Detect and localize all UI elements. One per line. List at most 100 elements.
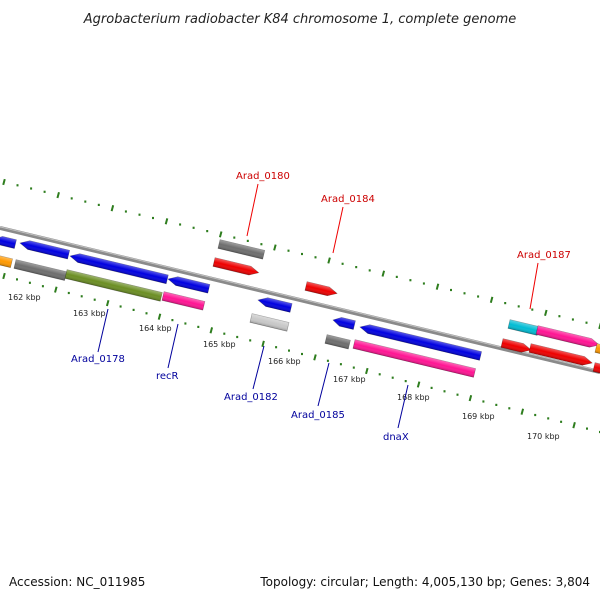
- scale-dot: [233, 236, 236, 239]
- scale-dot: [288, 349, 290, 352]
- scale-major-tick: [105, 299, 110, 307]
- scale-dot: [152, 216, 154, 220]
- gene-gray-a[interactable]: [13, 259, 67, 281]
- scale-dot: [80, 295, 83, 298]
- scale-major-tick: [56, 191, 60, 199]
- scale-dot: [70, 197, 73, 200]
- gene-dnax-pink[interactable]: [352, 339, 476, 378]
- scale-major-tick: [157, 313, 162, 320]
- scale-major-tick: [54, 286, 58, 293]
- gene-pink-right[interactable]: [535, 325, 600, 350]
- scale-dot: [430, 386, 433, 389]
- svg-text:Arad_0182: Arad_0182: [224, 392, 278, 403]
- scale-dot: [138, 213, 141, 216]
- tick-label: 163 kbp: [73, 309, 106, 318]
- scale-major-tick: [2, 178, 6, 186]
- scale-dot: [179, 223, 182, 226]
- upper-scale-line: [2, 178, 600, 330]
- gene-blue-b[interactable]: [167, 275, 211, 294]
- scale-dot: [482, 400, 485, 403]
- tick-label: 169 kbp: [462, 412, 495, 421]
- scale-dot: [443, 390, 446, 393]
- gene-label-arad-0180[interactable]: Arad_0180: [236, 171, 290, 237]
- scale-dot: [456, 393, 459, 396]
- svg-text:Arad_0184: Arad_0184: [321, 194, 375, 205]
- scale-dot: [508, 407, 511, 410]
- scale-dot: [28, 281, 31, 284]
- gene-red-c[interactable]: [500, 338, 532, 355]
- scale-dot: [368, 269, 371, 272]
- gene-blue-d[interactable]: [332, 316, 356, 330]
- scale-dot: [84, 200, 87, 203]
- scale-major-tick: [520, 408, 525, 415]
- scale-major-tick: [261, 340, 265, 347]
- gene-label-dnax[interactable]: dnaX: [383, 384, 409, 443]
- svg-text:recR: recR: [156, 371, 179, 382]
- gene-blue-left-edge[interactable]: [0, 235, 17, 249]
- scale-dot: [352, 366, 355, 369]
- gene-orange-left[interactable]: [0, 254, 13, 268]
- scale-dot: [275, 346, 278, 349]
- scale-major-tick: [218, 231, 223, 238]
- scale-dot: [301, 252, 303, 256]
- scale-dot: [547, 417, 550, 420]
- scale-dot: [395, 275, 398, 278]
- scale-dot: [463, 292, 466, 295]
- scale-major-tick: [598, 322, 600, 330]
- scale-dot: [477, 295, 480, 298]
- gene-cyan[interactable]: [507, 319, 540, 336]
- chromosome-backbone: [0, 226, 600, 374]
- gene-label-arad-0187[interactable]: Arad_0187: [517, 250, 571, 310]
- scale-dot: [409, 279, 412, 282]
- svg-text:Arad_0187: Arad_0187: [517, 250, 571, 261]
- gene-blue-dnax[interactable]: [359, 323, 482, 361]
- accession-text: Accession: NC_011985: [9, 575, 145, 589]
- gene-red-a[interactable]: [212, 257, 260, 277]
- gene-blue-c[interactable]: [257, 296, 293, 313]
- gene-label-arad-0185[interactable]: Arad_0185: [291, 362, 345, 421]
- gene-red-d[interactable]: [528, 343, 593, 368]
- scale-major-tick: [435, 283, 440, 290]
- scale-dot: [517, 305, 520, 308]
- scale-dot: [585, 321, 588, 324]
- scale-dot: [124, 210, 127, 213]
- tick-label: 164 kbp: [139, 324, 172, 333]
- gene-arad-0178[interactable]: [64, 269, 163, 302]
- gene-red-b[interactable]: [304, 281, 338, 298]
- tick-label: 165 kbp: [203, 340, 236, 349]
- gene-arad-0182[interactable]: [249, 313, 290, 332]
- scale-dot: [145, 312, 148, 315]
- scale-dot: [184, 322, 187, 325]
- scale-dot: [534, 413, 537, 417]
- scale-major-tick: [164, 218, 169, 225]
- scale-major-tick: [209, 327, 214, 334]
- gene-label-arad-0178[interactable]: Arad_0178: [71, 308, 125, 365]
- gene-label-arad-0184[interactable]: Arad_0184: [321, 194, 375, 254]
- scale-dot: [192, 226, 195, 229]
- scale-dot: [287, 249, 290, 252]
- scale-major-tick: [468, 394, 473, 402]
- gene-red-edge[interactable]: [592, 362, 600, 375]
- gene-label-recr[interactable]: recR: [156, 323, 179, 382]
- scale-dot: [495, 403, 498, 406]
- gene-label-arad-0182[interactable]: Arad_0182: [224, 345, 278, 403]
- gene-blue-a[interactable]: [19, 239, 71, 260]
- scale-dot: [197, 325, 200, 328]
- scale-major-tick: [489, 296, 494, 303]
- scale-dot: [16, 184, 19, 187]
- svg-text:dnaX: dnaX: [383, 432, 409, 443]
- scale-dot: [43, 190, 46, 193]
- scale-dot: [67, 291, 70, 295]
- scale-major-tick: [2, 272, 6, 280]
- scale-major-tick: [365, 367, 369, 375]
- scale-dot: [93, 298, 96, 301]
- scale-major-tick: [381, 270, 386, 277]
- gene-arad-0180[interactable]: [217, 239, 266, 260]
- scale-dot: [249, 339, 252, 342]
- gene-features: [0, 235, 600, 378]
- gene-arad-0185[interactable]: [324, 334, 351, 350]
- gene-blue-long[interactable]: [69, 252, 169, 285]
- gene-recr[interactable]: [161, 291, 206, 311]
- map-title: Agrobacterium radiobacter K84 chromosome…: [83, 12, 516, 27]
